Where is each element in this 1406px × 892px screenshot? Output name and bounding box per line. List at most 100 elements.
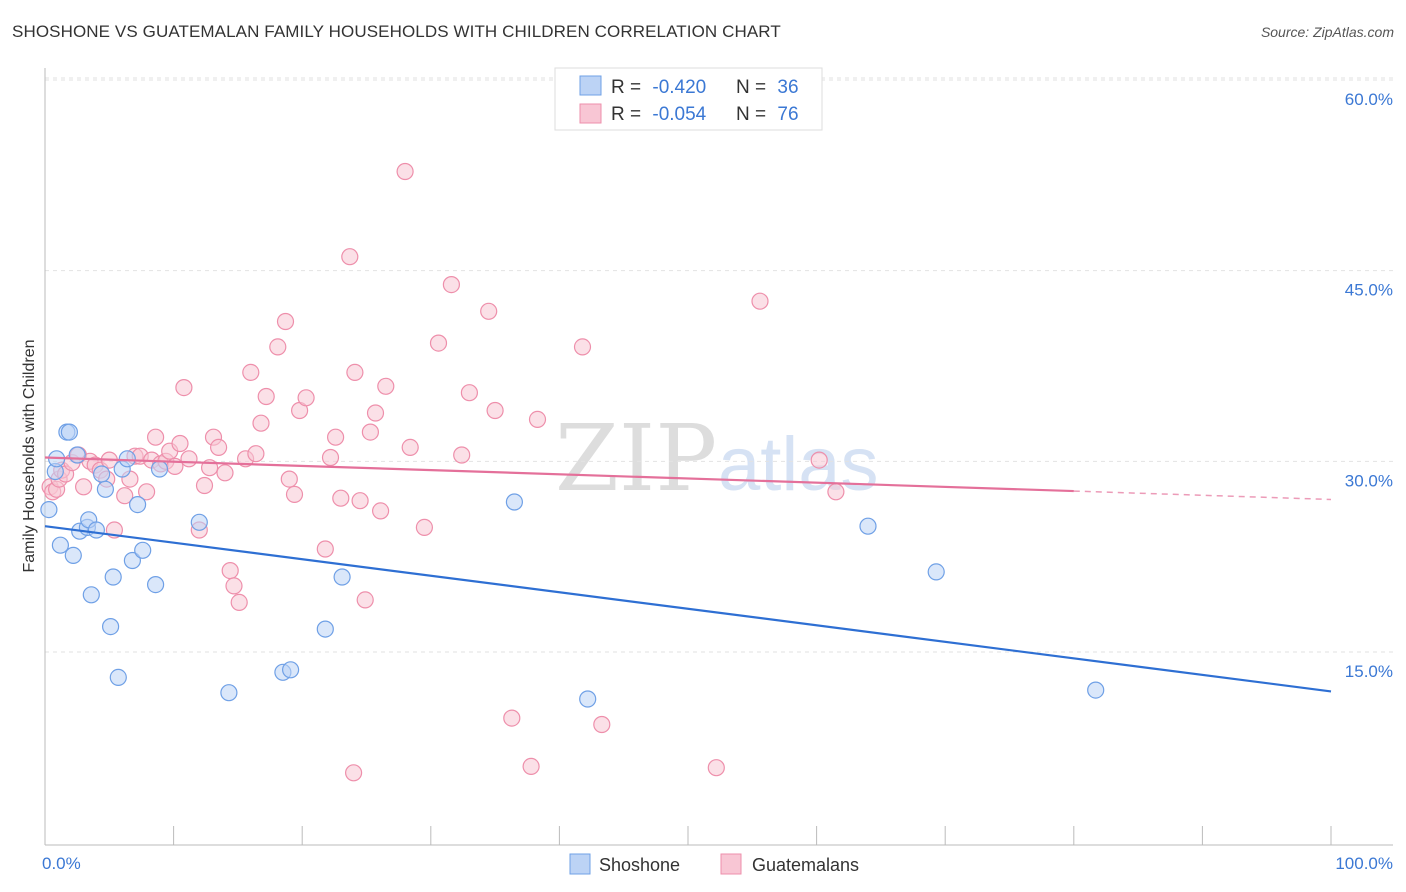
watermark-zip: ZIP	[555, 405, 717, 512]
svg-text:R = -0.420: R = -0.420	[611, 77, 706, 98]
legend-guatemalan-n-value: 76	[777, 104, 798, 125]
svg-text:N = 36: N = 36	[736, 77, 799, 98]
guatemalans-point-62	[401, 438, 419, 456]
guatemalans-point-30	[195, 476, 214, 495]
correlation-legend: R = -0.420 N = 36 R = -0.054 N = 76	[554, 67, 823, 131]
bottom-legend-label-shoshone: Shoshone	[599, 855, 680, 875]
guatemalans-point-78	[810, 451, 828, 469]
shoshone-point-3	[51, 536, 70, 554]
guatemalans-point-60	[377, 377, 395, 395]
shoshone-point-22	[134, 541, 152, 559]
guatemalans-point-26	[171, 434, 189, 453]
guatemalans-point-71	[522, 757, 540, 776]
guatemalans-point-33	[210, 438, 228, 456]
watermark: ZIP atlas	[555, 405, 879, 512]
shoshone-point-6	[64, 546, 82, 565]
guatemalans-point-77	[751, 292, 769, 310]
bottom-legend-swatch-guatemalans	[720, 853, 742, 875]
guatemalans-point-74	[593, 715, 611, 734]
y-tick-label-30: 30.0%	[1345, 471, 1393, 490]
shoshone-point-19	[118, 450, 136, 468]
shoshone-point-21	[129, 496, 147, 514]
shoshone-point-29	[316, 620, 334, 638]
shoshone-point-7	[68, 446, 86, 464]
y-tick-labels: 60.0% 45.0% 30.0% 15.0%	[1345, 90, 1393, 681]
guatemalans-point-66	[453, 446, 471, 464]
x-tick-label-left: 0.0%	[42, 854, 81, 873]
shoshone-point-34	[927, 563, 945, 581]
shoshone-point-26	[220, 684, 238, 702]
guatemalans-point-61	[396, 162, 414, 181]
legend-shoshone-n-label: N =	[736, 77, 771, 98]
legend-shoshone-r-value: -0.420	[652, 77, 706, 98]
guatemalans-point-44	[276, 312, 295, 331]
guatemalans-point-75	[345, 764, 363, 782]
shoshone-point-25	[190, 513, 208, 531]
legend-guatemalan-r-label: R =	[611, 104, 646, 125]
chart-title: SHOSHONE VS GUATEMALAN FAMILY HOUSEHOLDS…	[12, 22, 781, 41]
shoshone-point-5	[60, 423, 79, 441]
guatemalans-point-51	[327, 428, 345, 446]
svg-text:N = 76: N = 76	[736, 104, 799, 125]
shoshone-point-30	[333, 568, 351, 586]
shoshone-point-12	[87, 521, 106, 539]
guatemalans-point-67	[460, 384, 478, 402]
guatemalans-point-55	[351, 492, 369, 510]
y-tick-label-15: 15.0%	[1345, 662, 1393, 681]
guatemalans-point-57	[361, 423, 379, 441]
shoshone-point-33	[859, 517, 877, 535]
trend-lines	[44, 456, 1332, 693]
guatemalans-point-58	[366, 404, 385, 422]
shoshone-point-11	[82, 586, 100, 604]
guatemalans-point-53	[341, 248, 359, 266]
shoshone-point-14	[96, 480, 115, 498]
shoshone-point-32	[579, 690, 597, 708]
y-tick-label-45: 45.0%	[1345, 281, 1393, 300]
guatemalans-point-21	[147, 428, 165, 446]
guatemalans-point-76	[707, 759, 725, 777]
guatemalans-point-42	[257, 387, 275, 406]
guatemalans-point-68	[480, 302, 498, 320]
guatemalans-point-8	[74, 478, 93, 496]
guatemalans-point-27	[175, 379, 193, 397]
shoshone-point-0	[40, 501, 58, 519]
guatemalans-point-50	[321, 448, 340, 467]
bottom-legend-swatch-shoshone	[569, 853, 591, 875]
source-label: Source: ZipAtlas.com	[1260, 24, 1394, 40]
series-legend: Shoshone Guatemalans	[569, 853, 859, 875]
guatemalans-point-46	[285, 485, 304, 503]
guatemalans-point-15	[116, 487, 134, 505]
guatemalans-point-35	[221, 561, 239, 580]
guatemalans-trend-line	[44, 456, 1074, 493]
legend-shoshone-n-value: 36	[777, 77, 798, 98]
guatemalans-point-79	[827, 483, 845, 501]
guatemalans-point-73	[573, 338, 592, 356]
guatemalans-point-72	[528, 410, 547, 428]
guatemalans-point-64	[429, 334, 448, 352]
legend-swatch-guatemalan	[579, 103, 602, 124]
guatemalans-point-41	[252, 414, 270, 432]
shoshone-point-20	[123, 551, 141, 570]
guatemalans-point-19	[138, 483, 156, 501]
y-tick-label-60: 60.0%	[1345, 90, 1393, 109]
guatemalans-point-34	[216, 464, 234, 482]
guatemalans-point-54	[346, 363, 364, 381]
guatemalans-point-65	[442, 276, 460, 294]
shoshone-point-28	[282, 661, 300, 679]
shoshone-point-24	[150, 460, 169, 478]
y-axis-title: Family Households with Children	[21, 340, 38, 573]
svg-text:R = -0.054: R = -0.054	[611, 104, 707, 125]
legend-guatemalan-r-value: -0.054	[652, 104, 706, 125]
guatemalans-point-48	[297, 389, 315, 407]
guatemalans-point-59	[372, 502, 390, 520]
guatemalans-point-37	[230, 593, 248, 612]
guatemalans-point-69	[486, 401, 504, 420]
x-tick-label-right: 100.0%	[1335, 854, 1393, 873]
guatemalans-point-28	[180, 450, 198, 468]
guatemalans-point-45	[280, 470, 298, 488]
guatemalans-point-39	[242, 363, 260, 381]
guatemalans-point-36	[225, 577, 243, 595]
shoshone-point-16	[104, 568, 122, 586]
shoshone-point-17	[109, 668, 127, 687]
